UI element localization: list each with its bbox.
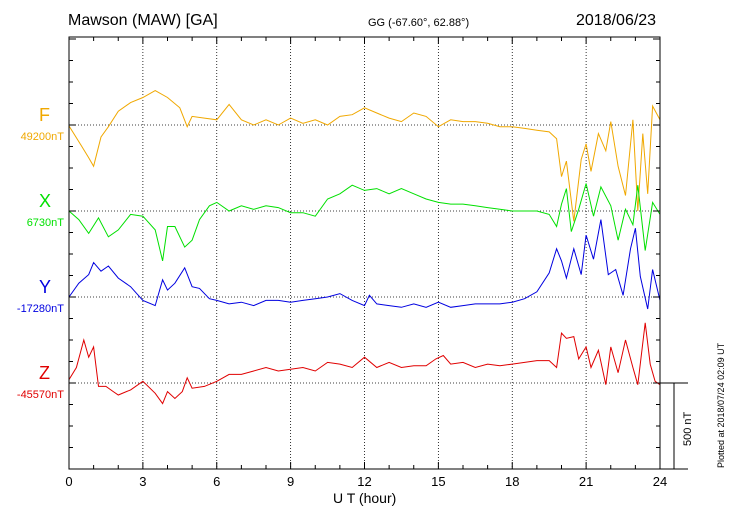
plot-date: 2018/06/23 bbox=[576, 12, 657, 29]
series-line-F bbox=[68, 90, 661, 222]
series-lines bbox=[68, 90, 661, 405]
series-baseline-Z: -45570nT bbox=[16, 389, 64, 401]
series-line-Z bbox=[68, 322, 661, 405]
x-tick-label-15: 15 bbox=[431, 474, 446, 489]
series-line-Y bbox=[68, 219, 661, 310]
grid-lines bbox=[69, 37, 660, 469]
x-tick-label-6: 6 bbox=[213, 474, 221, 489]
x-tick-label-0: 0 bbox=[65, 474, 73, 489]
scale-bar bbox=[660, 382, 688, 470]
series-line-X bbox=[68, 183, 661, 262]
x-tick-label-21: 21 bbox=[578, 474, 594, 489]
series-baseline-Y: -17280nT bbox=[16, 303, 64, 315]
station-title: Mawson (MAW) [GA] bbox=[68, 12, 218, 29]
x-tick-label-18: 18 bbox=[505, 474, 520, 489]
x-tick-label-12: 12 bbox=[357, 474, 372, 489]
station-coordinates: GG (-67.60°, 62.88°) bbox=[368, 17, 470, 29]
x-tick-label-24: 24 bbox=[652, 474, 668, 489]
series-baseline-X: 6730nT bbox=[26, 217, 64, 229]
x-tick-label-3: 3 bbox=[139, 474, 147, 489]
axis-ticks bbox=[68, 37, 661, 470]
series-label-Z: Z bbox=[39, 363, 50, 383]
series-label-X: X bbox=[39, 191, 52, 211]
series-label-F: F bbox=[39, 105, 50, 125]
series-baseline-F: 49200nT bbox=[20, 131, 64, 143]
scale-bar-label: 500 nT bbox=[682, 411, 694, 446]
plotted-timestamp: Plotted at 2018/07/24 02:09 UT bbox=[716, 342, 726, 468]
series-label-Y: Y bbox=[39, 277, 52, 297]
x-axis-label: U T (hour) bbox=[333, 490, 397, 506]
x-tick-label-9: 9 bbox=[287, 474, 295, 489]
